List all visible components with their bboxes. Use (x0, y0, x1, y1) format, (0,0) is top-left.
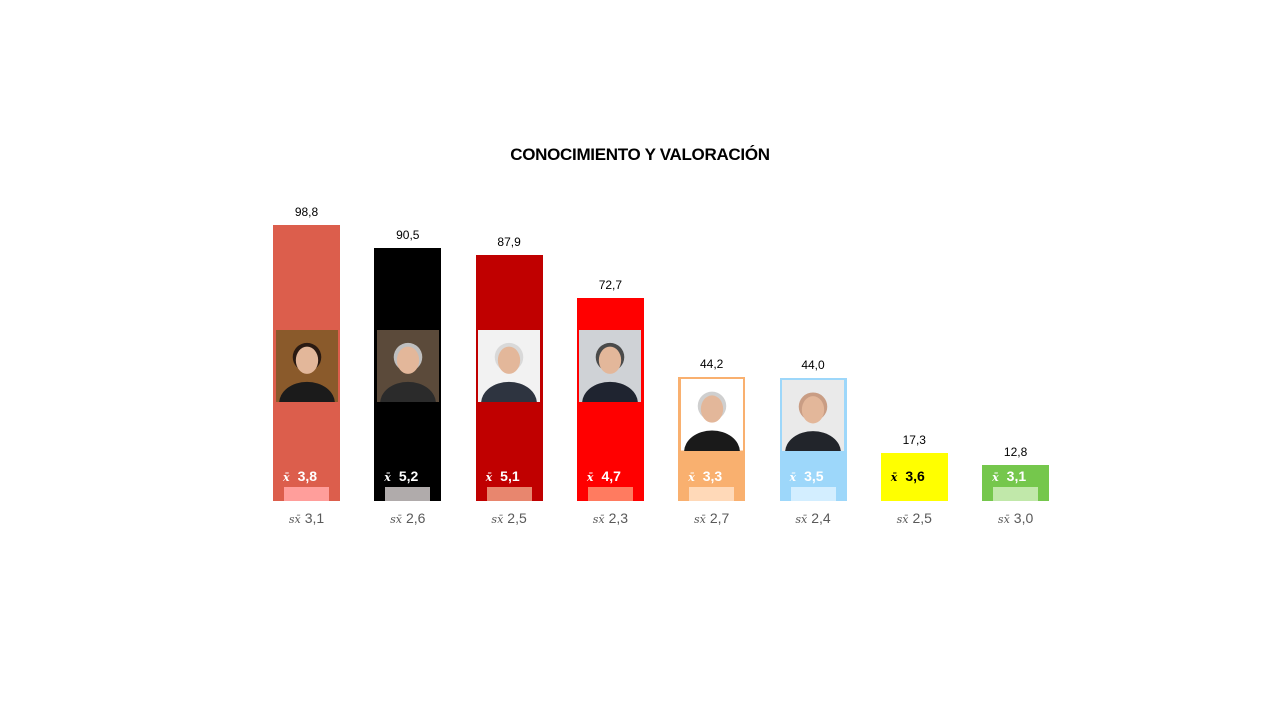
sd-value: 2,6 (405, 510, 426, 526)
portrait-man-smiling-icon (579, 330, 642, 402)
data-label-conocimiento: 72,7 (598, 277, 623, 292)
portrait-man-grey-hair-icon (376, 330, 439, 402)
data-label-conocimiento: 44,0 (801, 358, 825, 373)
data-label-conocimiento: 44,2 (700, 357, 724, 372)
mean-value: 3,3 (702, 468, 723, 484)
sd-symbol: sx̄ (896, 513, 909, 526)
mean-value: 3,1 (1006, 468, 1027, 484)
sd-value: 2,4 (811, 510, 831, 526)
portrait-woman-dark-hair-icon (275, 330, 338, 402)
sd-value: 2,3 (608, 510, 629, 526)
sd-value: 2,5 (912, 510, 932, 526)
data-label-valoracion: x̄ 4,7 (587, 468, 621, 484)
data-label-desviacion: sx̄ 3,0 (971, 510, 1061, 526)
data-label-desviacion: sx̄ 2,6 (363, 510, 453, 526)
bar-valoracion-marker (486, 487, 532, 501)
data-label-conocimiento: 98,8 (294, 204, 319, 219)
mean-symbol: x̄ (384, 471, 391, 484)
mean-symbol: x̄ (789, 471, 797, 484)
sd-symbol: sx̄ (694, 513, 706, 526)
sd-symbol: sx̄ (997, 513, 1010, 526)
data-label-conocimiento: 12,8 (1003, 445, 1028, 460)
mean-value: 3,8 (297, 468, 318, 484)
portrait-woman-short-grey-hair-icon (680, 379, 743, 451)
portrait-older-man-icon (478, 330, 541, 402)
chart-title: CONOCIMIENTO Y VALORACIÓN (510, 145, 770, 164)
data-label-valoracion: x̄ 3,3 (688, 468, 722, 484)
sd-value: 3,0 (1013, 510, 1034, 526)
bar-valoracion-marker (284, 487, 329, 501)
sd-symbol: sx̄ (390, 513, 402, 526)
mean-symbol: x̄ (283, 471, 290, 484)
mean-symbol: x̄ (688, 471, 695, 484)
data-label-valoracion: x̄ 5,1 (486, 468, 520, 484)
sd-symbol: sx̄ (288, 513, 301, 526)
data-label-desviacion: sx̄ 2,4 (768, 510, 858, 526)
mean-value: 5,1 (500, 468, 520, 484)
data-label-desviacion: sx̄ 2,7 (667, 510, 757, 526)
data-label-valoracion: x̄ 3,6 (891, 468, 925, 484)
bar-valoracion-marker (385, 487, 431, 501)
data-label-conocimiento: 87,9 (497, 235, 521, 250)
mean-value: 3,6 (905, 468, 925, 484)
data-label-conocimiento: 17,3 (902, 432, 926, 447)
bar-valoracion-marker (587, 487, 633, 501)
portrait-bald-man-icon (782, 380, 844, 451)
data-label-valoracion: x̄ 3,8 (283, 468, 317, 484)
mean-symbol: x̄ (586, 471, 594, 484)
bar-valoracion-marker (993, 487, 1039, 501)
data-label-conocimiento: 90,5 (396, 228, 420, 243)
sd-value: 2,5 (507, 510, 527, 526)
data-label-desviacion: sx̄ 2,5 (464, 510, 554, 526)
data-label-valoracion: x̄ 3,1 (992, 468, 1026, 484)
mean-value: 5,2 (398, 468, 419, 484)
data-label-valoracion: x̄ 3,5 (790, 468, 824, 484)
sd-symbol: sx̄ (795, 513, 808, 526)
sd-value: 3,1 (304, 510, 325, 526)
data-label-desviacion: sx̄ 2,5 (869, 510, 959, 526)
data-label-valoracion: x̄ 5,2 (384, 468, 418, 484)
data-label-desviacion: sx̄ 3,1 (262, 510, 352, 526)
bar-valoracion-marker (891, 487, 937, 501)
sd-symbol: sx̄ (592, 513, 605, 526)
mean-symbol: x̄ (890, 471, 898, 484)
mean-symbol: x̄ (485, 471, 493, 484)
sd-value: 2,7 (709, 510, 730, 526)
mean-symbol: x̄ (992, 471, 999, 484)
mean-value: 4,7 (601, 468, 621, 484)
sd-symbol: sx̄ (491, 513, 504, 526)
data-label-desviacion: sx̄ 2,3 (565, 510, 655, 526)
mean-value: 3,5 (804, 468, 824, 484)
bar-valoracion-marker (689, 487, 735, 501)
bar-valoracion-marker (790, 487, 836, 501)
